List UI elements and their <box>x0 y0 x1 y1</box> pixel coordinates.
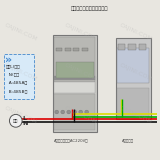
FancyBboxPatch shape <box>54 37 95 82</box>
Text: CAJINI.COM: CAJINI.COM <box>64 22 98 42</box>
Text: »: » <box>5 55 12 65</box>
Circle shape <box>73 110 77 114</box>
FancyBboxPatch shape <box>56 48 62 51</box>
FancyBboxPatch shape <box>52 35 97 132</box>
Text: CAJINI.COM: CAJINI.COM <box>119 105 154 125</box>
Text: L: L <box>23 116 27 121</box>
Text: A类集中器: A类集中器 <box>122 138 135 142</box>
FancyBboxPatch shape <box>54 82 95 93</box>
FancyBboxPatch shape <box>4 54 34 99</box>
Text: 注：L(火线: 注：L(火线 <box>6 64 20 68</box>
FancyBboxPatch shape <box>128 44 136 50</box>
Text: CAJINI.COM: CAJINI.COM <box>64 105 98 125</box>
FancyBboxPatch shape <box>56 62 94 78</box>
Circle shape <box>79 110 83 114</box>
FancyBboxPatch shape <box>73 48 79 51</box>
FancyBboxPatch shape <box>118 44 125 50</box>
Circle shape <box>9 114 22 127</box>
Text: 载频电表、集中器接口连接: 载频电表、集中器接口连接 <box>70 6 108 11</box>
Circle shape <box>55 110 59 114</box>
Text: CAJINI.COM: CAJINI.COM <box>119 62 154 82</box>
Circle shape <box>61 110 65 114</box>
FancyBboxPatch shape <box>117 48 149 83</box>
Text: CAJINI.COM: CAJINI.COM <box>4 62 39 82</box>
Text: CAJINI.COM: CAJINI.COM <box>119 22 154 42</box>
Text: A:485A线: A:485A线 <box>6 81 27 85</box>
Text: CAJINI.COM: CAJINI.COM <box>4 105 39 125</box>
FancyBboxPatch shape <box>54 76 95 80</box>
FancyBboxPatch shape <box>82 48 88 51</box>
Text: N(零线: N(零线 <box>6 72 19 76</box>
Text: A类载波电表（AC220V）: A类载波电表（AC220V） <box>54 138 89 142</box>
Text: CAJINI.COM: CAJINI.COM <box>4 22 39 42</box>
FancyBboxPatch shape <box>117 88 149 117</box>
FancyBboxPatch shape <box>139 44 146 50</box>
FancyBboxPatch shape <box>116 38 151 119</box>
Text: 输入: 输入 <box>13 119 18 123</box>
Text: CAJINI.COM: CAJINI.COM <box>64 62 98 82</box>
FancyBboxPatch shape <box>65 48 71 51</box>
Text: B:485B线: B:485B线 <box>6 89 27 93</box>
FancyBboxPatch shape <box>54 94 95 130</box>
Circle shape <box>85 110 89 114</box>
Circle shape <box>67 110 71 114</box>
Text: N: N <box>23 121 28 126</box>
